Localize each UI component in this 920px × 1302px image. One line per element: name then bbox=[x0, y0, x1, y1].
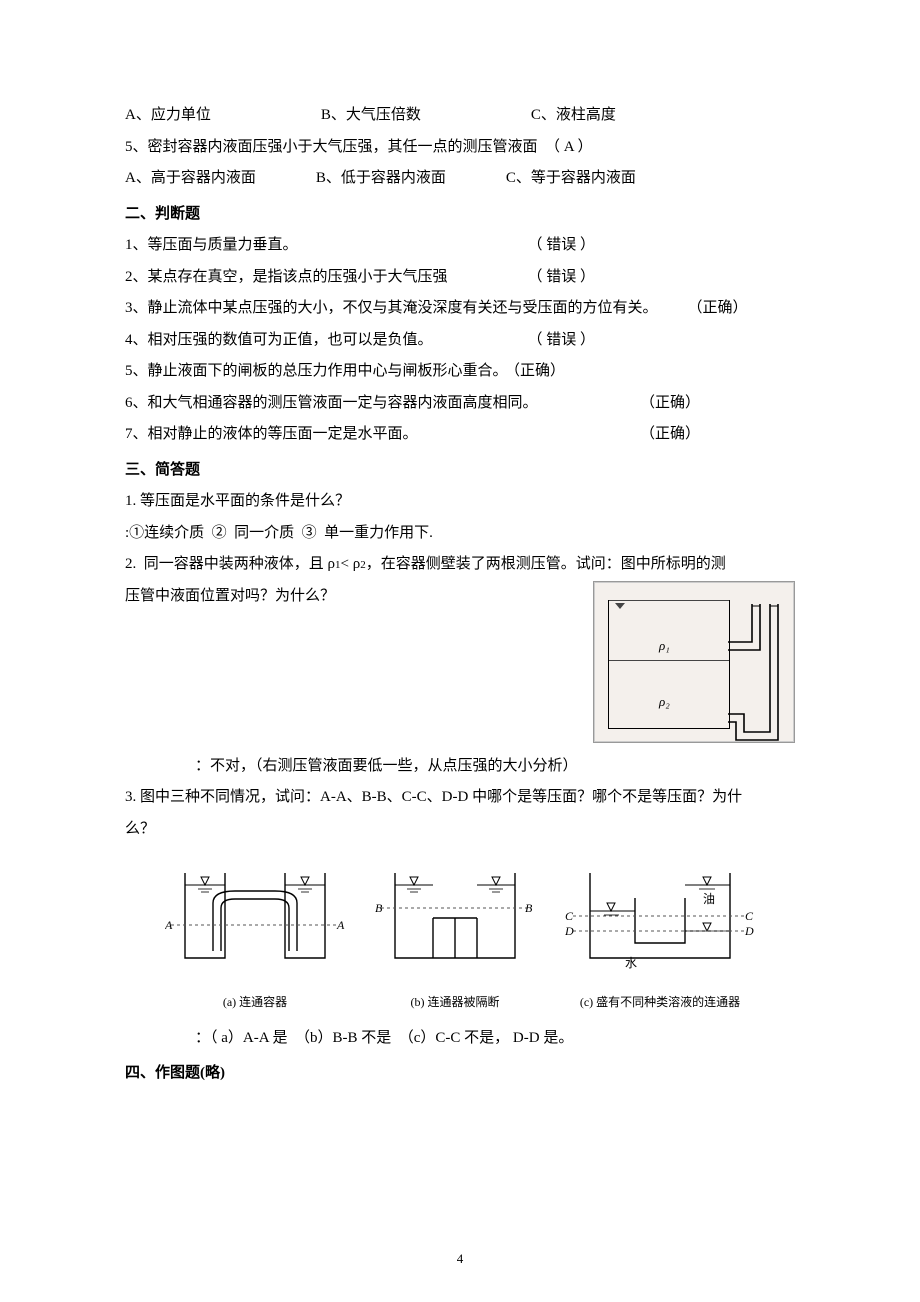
short-q3b-text: 么？ bbox=[125, 814, 155, 846]
short-q1-text: 1. 等压面是水平面的条件是什么？ bbox=[125, 486, 350, 518]
fig3c-label-d-left: D bbox=[565, 924, 574, 938]
mc-q4-options: A、应力单位 B、大气压倍数 C、液柱高度 bbox=[125, 100, 795, 132]
judge-q1-ans: （ 错误 ） bbox=[527, 230, 595, 262]
mc-q5-opt-b: B、低于容器内液面 bbox=[316, 163, 446, 195]
fig2-tubes bbox=[594, 582, 794, 742]
short-q2-line2: 压管中液面位置对吗？为什么？ bbox=[125, 581, 563, 613]
figure-q3-row: A A (a) 连通容器 bbox=[125, 853, 795, 1015]
mc-q5-opt-c: C、等于容器内液面 bbox=[506, 163, 636, 195]
judge-q2-ans: （ 错误 ） bbox=[527, 262, 595, 294]
mc-q5-opt-a: A、高于容器内液面 bbox=[125, 163, 256, 195]
fig3a-label-right: A bbox=[336, 918, 345, 932]
judge-q3-ans: （正确） bbox=[688, 293, 748, 325]
judge-q1: 1、等压面与质量力垂直。 （ 错误 ） bbox=[125, 230, 795, 262]
judge-q3: 3、静止流体中某点压强的大小，不仅与其淹没深度有关还与受压面的方位有关。 （正确… bbox=[125, 293, 795, 325]
figure-q3-a: A A (a) 连通容器 bbox=[165, 853, 345, 1015]
judge-q6-text: 6、和大气相通容器的测压管液面一定与容器内液面高度相同。 bbox=[125, 388, 538, 420]
mc-q4-opt-b: B、大气压倍数 bbox=[321, 100, 421, 132]
figure-q3-b: B B (b) 连通器被隔断 bbox=[375, 853, 535, 1015]
mc-q4-opt-c: C、液柱高度 bbox=[531, 100, 616, 132]
judge-q5-ans: （正确） bbox=[505, 356, 565, 388]
fig3c-water-label: 水 bbox=[625, 956, 637, 970]
judge-q7: 7、相对静止的液体的等压面一定是水平面。 （正确） bbox=[125, 419, 795, 451]
judge-q4: 4、相对压强的数值可为正值，也可以是负值。 （ 错误 ） bbox=[125, 325, 795, 357]
short-a2-text: ：不对，（右测压管液面要低一些，从点压强的大小分析） bbox=[195, 751, 578, 783]
short-q3b: 么？ bbox=[125, 814, 795, 846]
short-a1-text: :①连续介质 ② 同一介质 ③ 单一重力作用下. bbox=[125, 518, 433, 550]
mc-q5: 5、密封容器内液面压强小于大气压强，其任一点的测压管液面 （ A ） bbox=[125, 132, 795, 164]
short-q3-text: 3. 图中三种不同情况，试问：A-A、B-B、C-C、D-D 中哪个是等压面？哪… bbox=[125, 782, 742, 814]
judge-q2-text: 2、某点存在真空，是指该点的压强小于大气压强 bbox=[125, 262, 448, 294]
judge-q7-text: 7、相对静止的液体的等压面一定是水平面。 bbox=[125, 419, 418, 451]
figure-q3-c: C C D D 油 水 (c) 盛有不同种类溶液的连通器 bbox=[565, 853, 755, 1015]
fig3-cap-a: (a) 连通容器 bbox=[165, 990, 345, 1015]
fig3b-label-right: B bbox=[525, 901, 533, 915]
page-number: 4 bbox=[0, 1245, 920, 1272]
short-q2c: ，在容器侧壁装了两根测压管。试问：图中所标明的测 bbox=[366, 549, 726, 581]
figure-q2: ρ₁ ρ₂ bbox=[593, 581, 795, 743]
short-a2: ：不对，（右测压管液面要低一些，从点压强的大小分析） bbox=[125, 751, 795, 783]
fig3-cap-c: (c) 盛有不同种类溶液的连通器 bbox=[565, 990, 755, 1015]
fig3c-label-d-right: D bbox=[744, 924, 754, 938]
judge-q3-text: 3、静止流体中某点压强的大小，不仅与其淹没深度有关还与受压面的方位有关。 bbox=[125, 293, 658, 325]
fig3b-label-left: B bbox=[375, 901, 383, 915]
fig3c-label-c-right: C bbox=[745, 909, 754, 923]
fig3-cap-b: (b) 连通器被隔断 bbox=[375, 990, 535, 1015]
judge-q4-text: 4、相对压强的数值可为正值，也可以是负值。 bbox=[125, 325, 433, 357]
judge-q4-ans: （ 错误 ） bbox=[527, 325, 595, 357]
short-a3: ：（ a）A-A 是 （b）B-B 不是 （c）C-C 不是， D-D 是。 bbox=[125, 1023, 795, 1055]
judge-q5: 5、静止液面下的闸板的总压力作用中心与闸板形心重合。 （正确） bbox=[125, 356, 795, 388]
short-q2a: 2. 同一容器中装两种液体，且 ρ bbox=[125, 549, 335, 581]
short-q2b: < ρ bbox=[341, 549, 361, 581]
short-q3: 3. 图中三种不同情况，试问：A-A、B-B、C-C、D-D 中哪个是等压面？哪… bbox=[125, 782, 795, 814]
fig3c-oil-label: 油 bbox=[703, 892, 715, 906]
short-q2-line2-text: 压管中液面位置对吗？为什么？ bbox=[125, 581, 335, 613]
section2-title: 二、判断题 bbox=[125, 199, 795, 231]
short-a1: :①连续介质 ② 同一介质 ③ 单一重力作用下. bbox=[125, 518, 795, 550]
fig3c-label-c-left: C bbox=[565, 909, 574, 923]
section3-title: 三、简答题 bbox=[125, 455, 795, 487]
judge-q6-ans: （正确） bbox=[640, 388, 700, 420]
short-q1: 1. 等压面是水平面的条件是什么？ bbox=[125, 486, 795, 518]
short-q2-line2-wrap: 压管中液面位置对吗？为什么？ ρ₁ ρ₂ bbox=[125, 581, 795, 743]
mc-q5-options: A、高于容器内液面 B、低于容器内液面 C、等于容器内液面 bbox=[125, 163, 795, 195]
judge-q2: 2、某点存在真空，是指该点的压强小于大气压强 （ 错误 ） bbox=[125, 262, 795, 294]
mc-q5-text: 5、密封容器内液面压强小于大气压强，其任一点的测压管液面 （ A ） bbox=[125, 132, 593, 164]
fig3a-label-left: A bbox=[165, 918, 173, 932]
judge-q1-text: 1、等压面与质量力垂直。 bbox=[125, 230, 298, 262]
short-a3-text: ：（ a）A-A 是 （b）B-B 不是 （c）C-C 不是， D-D 是。 bbox=[195, 1023, 573, 1055]
short-q2-line1: 2. 同一容器中装两种液体，且 ρ1 < ρ2 ，在容器侧壁装了两根测压管。试问… bbox=[125, 549, 795, 581]
judge-q7-ans: （正确） bbox=[640, 419, 700, 451]
section4-title: 四、作图题(略) bbox=[125, 1058, 795, 1090]
judge-q5-text: 5、静止液面下的闸板的总压力作用中心与闸板形心重合。 bbox=[125, 356, 508, 388]
mc-q4-opt-a: A、应力单位 bbox=[125, 100, 211, 132]
judge-q6: 6、和大气相通容器的测压管液面一定与容器内液面高度相同。 （正确） bbox=[125, 388, 795, 420]
page: A、应力单位 B、大气压倍数 C、液柱高度 5、密封容器内液面压强小于大气压强，… bbox=[0, 0, 920, 1302]
